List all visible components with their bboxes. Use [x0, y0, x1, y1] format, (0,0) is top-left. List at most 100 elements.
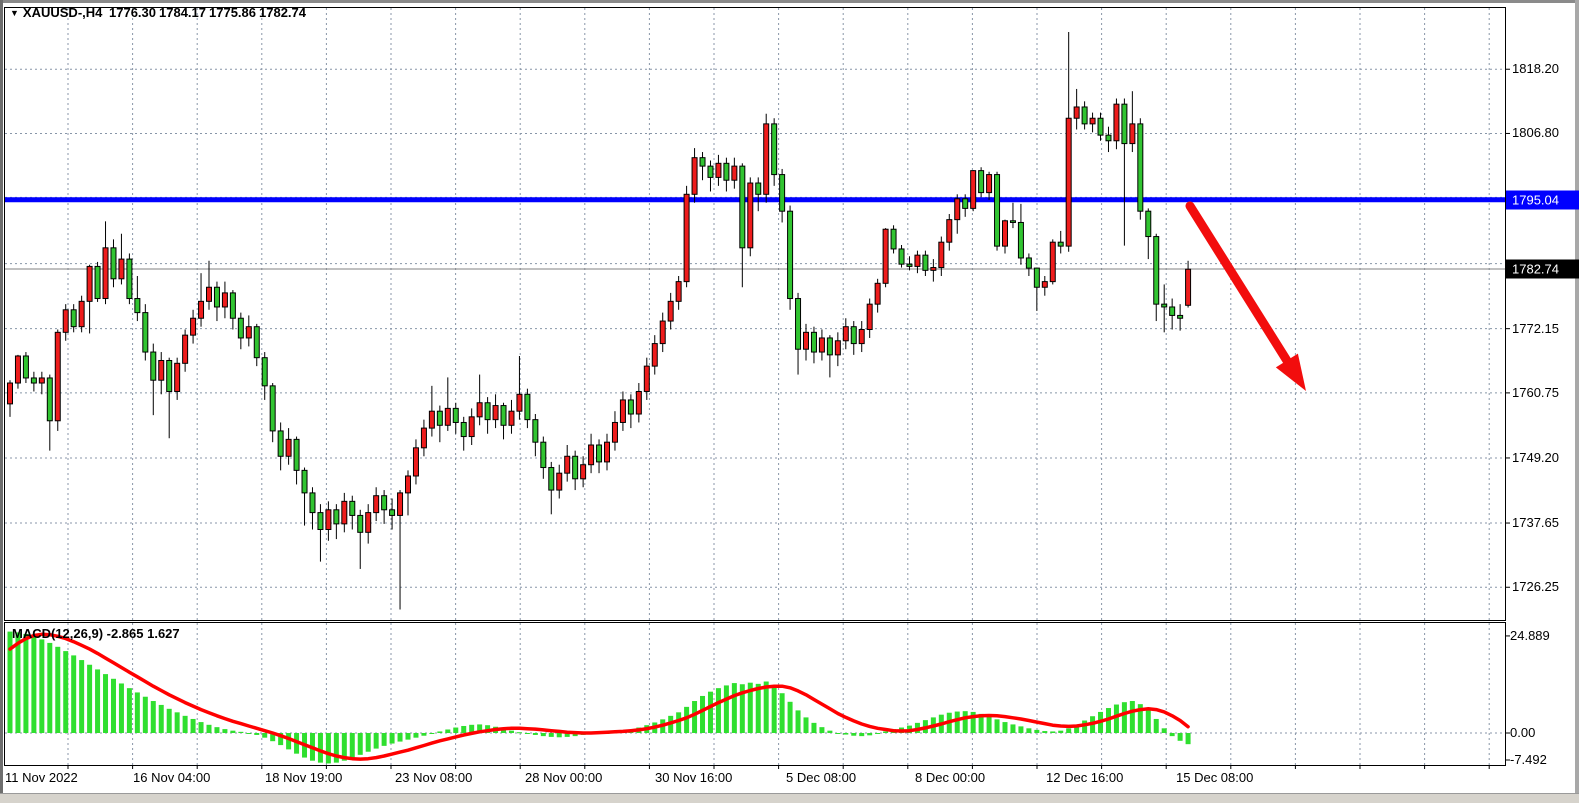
bear-candle[interactable] — [293, 438, 300, 471]
bear-candle[interactable] — [795, 298, 802, 350]
bear-candle[interactable] — [779, 174, 786, 212]
bear-candle[interactable] — [1137, 123, 1144, 212]
bull-candle[interactable] — [476, 402, 483, 418]
bear-candle[interactable] — [94, 265, 101, 300]
bull-candle[interactable] — [580, 464, 587, 480]
bull-candle[interactable] — [659, 320, 666, 345]
bear-candle[interactable] — [70, 309, 77, 328]
bull-candle[interactable] — [818, 337, 825, 353]
bear-candle[interactable] — [1017, 221, 1024, 259]
bear-candle[interactable] — [452, 407, 459, 423]
bull-candle[interactable] — [190, 317, 197, 336]
bear-candle[interactable] — [1097, 117, 1104, 136]
bear-candle[interactable] — [134, 298, 141, 314]
bull-candle[interactable] — [341, 500, 348, 525]
bull-candle[interactable] — [492, 405, 499, 421]
bear-candle[interactable] — [1169, 306, 1176, 316]
bear-candle[interactable] — [166, 359, 173, 392]
bear-candle[interactable] — [213, 286, 220, 308]
bull-candle[interactable] — [7, 382, 13, 405]
bull-candle[interactable] — [611, 421, 618, 443]
bear-candle[interactable] — [436, 410, 443, 426]
bull-candle[interactable] — [691, 157, 698, 195]
bull-candle[interactable] — [221, 292, 228, 308]
bull-candle[interactable] — [803, 331, 809, 350]
bear-candle[interactable] — [826, 337, 833, 356]
bull-candle[interactable] — [1185, 268, 1192, 306]
bull-candle[interactable] — [858, 329, 865, 345]
bear-candle[interactable] — [890, 228, 897, 250]
bear-candle[interactable] — [906, 263, 913, 267]
trend-arrow-shaft[interactable] — [1185, 201, 1295, 371]
bull-candle[interactable] — [516, 393, 523, 412]
bear-candle[interactable] — [524, 393, 531, 421]
bull-candle[interactable] — [245, 326, 252, 339]
bull-candle[interactable] — [588, 444, 595, 466]
bear-candle[interactable] — [962, 198, 969, 209]
bear-candle[interactable] — [237, 317, 244, 339]
bull-candle[interactable] — [182, 334, 189, 364]
bear-candle[interactable] — [309, 492, 316, 514]
bear-candle[interactable] — [755, 182, 762, 195]
bear-candle[interactable] — [1105, 134, 1112, 142]
bull-candle[interactable] — [285, 438, 292, 457]
bear-candle[interactable] — [1081, 106, 1088, 125]
bull-candle[interactable] — [667, 300, 674, 322]
bear-candle[interactable] — [301, 469, 308, 494]
bear-candle[interactable] — [357, 514, 364, 533]
bear-candle[interactable] — [22, 355, 29, 379]
bull-candle[interactable] — [508, 410, 515, 426]
bull-candle[interactable] — [62, 309, 69, 333]
trend-arrow-head[interactable] — [1275, 353, 1306, 391]
bear-candle[interactable] — [787, 210, 794, 300]
bear-candle[interactable] — [46, 377, 53, 422]
bull-candle[interactable] — [747, 182, 754, 249]
bull-candle[interactable] — [206, 286, 212, 302]
bear-candle[interactable] — [994, 174, 1001, 247]
bull-candle[interactable] — [14, 355, 21, 384]
bull-candle[interactable] — [604, 441, 610, 463]
bear-candle[interactable] — [333, 509, 340, 525]
bull-candle[interactable] — [444, 407, 451, 426]
bear-candle[interactable] — [922, 254, 929, 271]
bear-candle[interactable] — [548, 467, 555, 491]
bull-candle[interactable] — [556, 472, 563, 491]
bull-candle[interactable] — [412, 447, 419, 477]
bull-candle[interactable] — [986, 174, 993, 194]
bear-candle[interactable] — [484, 402, 491, 421]
bear-candle[interactable] — [389, 509, 396, 516]
bear-candle[interactable] — [1033, 267, 1040, 288]
bear-candle[interactable] — [142, 312, 149, 353]
bear-candle[interactable] — [596, 444, 603, 463]
bull-candle[interactable] — [405, 475, 411, 494]
bull-candle[interactable] — [1002, 220, 1008, 247]
bear-candle[interactable] — [532, 419, 539, 443]
bear-candle[interactable] — [1025, 257, 1032, 269]
bull-candle[interactable] — [938, 241, 945, 269]
bull-candle[interactable] — [683, 193, 690, 283]
bull-candle[interactable] — [420, 427, 427, 449]
bull-candle[interactable] — [78, 300, 85, 328]
bull-candle[interactable] — [946, 219, 953, 243]
bull-candle[interactable] — [882, 228, 889, 284]
bear-candle[interactable] — [739, 165, 746, 249]
bull-candle[interactable] — [86, 265, 93, 302]
bull-candle[interactable] — [325, 509, 332, 531]
bull-candle[interactable] — [954, 198, 961, 221]
bull-candle[interactable] — [198, 300, 205, 319]
bull-candle[interactable] — [1113, 103, 1120, 142]
bear-candle[interactable] — [277, 430, 284, 457]
bear-candle[interactable] — [540, 441, 547, 469]
bull-candle[interactable] — [914, 254, 921, 267]
bull-candle[interactable] — [1129, 123, 1136, 145]
bear-candle[interactable] — [1161, 303, 1168, 308]
bear-candle[interactable] — [261, 357, 268, 387]
bull-candle[interactable] — [158, 359, 165, 381]
bull-candle[interactable] — [874, 282, 881, 305]
bear-candle[interactable] — [627, 399, 634, 415]
bull-candle[interactable] — [930, 267, 937, 271]
bear-candle[interactable] — [1057, 241, 1064, 247]
bear-candle[interactable] — [253, 326, 260, 359]
bull-candle[interactable] — [1089, 117, 1096, 125]
bull-candle[interactable] — [842, 326, 849, 342]
